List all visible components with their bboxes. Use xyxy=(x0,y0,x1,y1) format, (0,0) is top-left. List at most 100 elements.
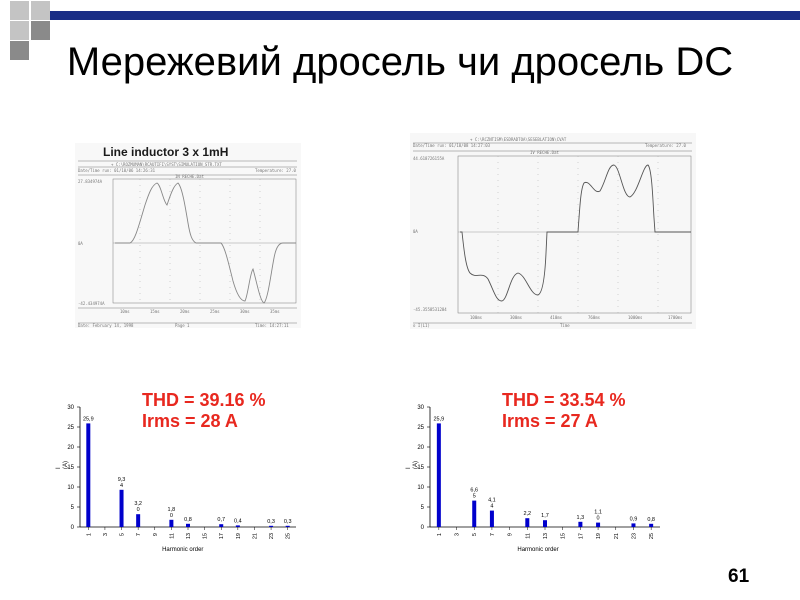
x-tick-label: 25 xyxy=(286,533,292,539)
harmonic-bar xyxy=(169,519,174,527)
x-tick-label: 21 xyxy=(252,533,258,539)
title-accent-bar xyxy=(50,11,800,20)
svg-text:+ C:\ROZMUMAN\RCAUTIFI\SYST\SI: + C:\ROZMUMAN\RCAUTIFI\SYST\SIMULATION_S… xyxy=(111,162,222,167)
y-tick-label: 5 xyxy=(71,505,75,511)
harmonic-bar xyxy=(285,525,290,527)
y-tick-label: 5 xyxy=(421,505,425,511)
svg-text:Date/Time run: 01/10/06 14:26:: Date/Time run: 01/10/06 14:26:31 xyxy=(78,168,156,173)
svg-text:10ms: 10ms xyxy=(120,309,130,314)
x-tick-label: 3 xyxy=(455,533,461,536)
svg-text:25ms: 25ms xyxy=(210,309,220,314)
bar-value-label: 5 xyxy=(473,494,476,500)
x-tick-label: 9 xyxy=(508,533,514,536)
svg-text:30ms: 30ms xyxy=(240,309,250,314)
bar-value-label: 2,2 xyxy=(523,511,531,517)
x-tick-label: 13 xyxy=(543,533,549,539)
y-tick-label: 25 xyxy=(67,425,74,431)
svg-text:300ms: 300ms xyxy=(510,315,523,320)
x-tick-label: 17 xyxy=(219,533,225,539)
harmonic-bar xyxy=(543,520,547,527)
x-tick-label: 19 xyxy=(596,533,602,539)
inductor-label: Line inductor 3 x 1mH xyxy=(103,145,229,159)
x-tick-label: 13 xyxy=(186,533,192,539)
left-thd: THD = 39.16 % xyxy=(142,390,266,410)
decor-square-1 xyxy=(10,1,29,20)
right-irms: Irms = 27 A xyxy=(502,411,598,431)
y-tick-label: 25 xyxy=(417,425,424,431)
y-axis-label: I xyxy=(406,467,412,469)
x-tick-label: 17 xyxy=(578,533,584,539)
bar-value-label: 25,9 xyxy=(433,416,444,422)
harmonic-bar xyxy=(269,525,274,527)
page-number: 61 xyxy=(728,566,750,587)
bar-value-label: 25,9 xyxy=(83,416,94,422)
y-tick-label: 15 xyxy=(67,465,74,471)
svg-text:-42.434974A: -42.434974A xyxy=(78,301,105,306)
svg-text:0A: 0A xyxy=(78,241,83,246)
right-thd: THD = 33.54 % xyxy=(502,390,626,410)
x-tick-label: 3 xyxy=(103,533,109,536)
y-axis-label: I xyxy=(56,467,62,469)
x-axis-label: Harmonic order xyxy=(162,547,203,553)
svg-text:+ C:\RCZNTISM\ESDRADTOA\SESEBL: + C:\RCZNTISM\ESDRADTOA\SESEBLATION\CVAT xyxy=(470,137,567,142)
x-tick-label: 7 xyxy=(136,533,142,536)
harmonic-bar xyxy=(578,521,583,527)
y-tick-label: 10 xyxy=(417,485,424,491)
harmonic-bar xyxy=(86,423,91,527)
harmonic-bar xyxy=(472,500,477,527)
decor-square-5 xyxy=(10,41,29,60)
harmonic-bar xyxy=(186,523,190,527)
harmonic-bar xyxy=(489,510,494,527)
harmonic-chart-right: 0 5 10 15 20 25 30 I (A) 1 25,9 3 5 6,6 5 7 4,1 4 9 11 2,2 13… xyxy=(400,398,670,558)
svg-text:-45.3558531284: -45.3558531284 xyxy=(413,307,447,312)
svg-text:1700ms: 1700ms xyxy=(668,315,683,320)
svg-text:15ms: 15ms xyxy=(150,309,160,314)
bar-value-label: 3,2 xyxy=(134,501,142,507)
x-tick-label: 21 xyxy=(614,533,620,539)
svg-text:760ms: 760ms xyxy=(588,315,601,320)
svg-text:IV RECHE.Dat: IV RECHE.Dat xyxy=(530,150,559,155)
bar-value-label: 9,3 xyxy=(118,477,126,483)
bar-value-label: 4 xyxy=(490,504,493,510)
x-tick-label: 9 xyxy=(153,533,159,536)
y-tick-label: 30 xyxy=(417,405,424,411)
bar-value-label: 1,1 xyxy=(594,510,602,516)
svg-text:Temperature: 27.0: Temperature: 27.0 xyxy=(645,143,687,148)
harmonic-bar xyxy=(649,523,654,527)
y-tick-label: 0 xyxy=(421,525,425,531)
svg-text:Temperature: 27.0: Temperature: 27.0 xyxy=(255,168,297,173)
x-tick-label: 15 xyxy=(203,533,209,539)
bar-value-label: 0 xyxy=(597,516,600,522)
y-axis-label: (A) xyxy=(413,461,419,469)
svg-text:Time: 14:27:11: Time: 14:27:11 xyxy=(255,323,289,328)
bar-value-label: 0 xyxy=(170,513,173,519)
x-tick-label: 25 xyxy=(649,533,655,539)
bar-value-label: 0,8 xyxy=(184,517,192,523)
left-irms: Irms = 28 A xyxy=(142,411,238,431)
svg-text:410ms: 410ms xyxy=(550,315,563,320)
bar-value-label: 0,8 xyxy=(647,517,655,523)
y-tick-label: 20 xyxy=(67,445,74,451)
scope-trace-line-inductor: + C:\ROZMUMAN\RCAUTIFI\SYST\SIMULATION_S… xyxy=(75,143,301,328)
harmonic-bar xyxy=(436,423,441,527)
decor-square-4 xyxy=(31,21,50,40)
harmonic-bar xyxy=(136,514,141,527)
bar-value-label: 0,4 xyxy=(234,518,242,524)
svg-text:Page 1: Page 1 xyxy=(175,323,190,328)
x-tick-label: 19 xyxy=(236,533,242,539)
bar-value-label: 1,7 xyxy=(541,513,549,519)
decor-square-2 xyxy=(31,1,50,20)
svg-text:35ms: 35ms xyxy=(270,309,280,314)
y-tick-label: 15 xyxy=(417,465,424,471)
bar-value-label: 0,9 xyxy=(630,516,638,522)
svg-text:Date: February 14, 1998: Date: February 14, 1998 xyxy=(78,323,134,328)
harmonic-bar xyxy=(525,518,530,527)
x-tick-label: 23 xyxy=(631,533,637,539)
left-stats: THD = 39.16 % Irms = 28 A xyxy=(142,390,266,432)
svg-text:0A: 0A xyxy=(413,229,418,234)
harmonic-chart-left: 0 5 10 15 20 25 30 I (A) 1 25,9 3 5 9,3 4 7 3,2 0 9 11 1,8 0 1… xyxy=(50,398,310,558)
svg-text:Date/Time run: 01/10/08 14:27:: Date/Time run: 01/10/08 14:27:03 xyxy=(413,143,491,148)
x-tick-label: 5 xyxy=(120,533,126,536)
